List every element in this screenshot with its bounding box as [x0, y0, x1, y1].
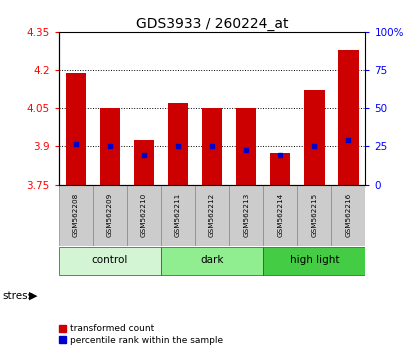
- Bar: [263, 184, 297, 246]
- Text: dark: dark: [200, 255, 224, 265]
- Bar: [168, 103, 188, 184]
- Text: GSM562209: GSM562209: [107, 193, 113, 237]
- Text: GSM562215: GSM562215: [311, 193, 317, 237]
- Bar: [161, 184, 195, 246]
- Bar: [127, 184, 161, 246]
- Bar: [66, 73, 86, 184]
- Bar: [134, 140, 154, 184]
- Text: stress: stress: [2, 291, 33, 301]
- Bar: [202, 108, 222, 184]
- Text: ▶: ▶: [29, 291, 37, 301]
- Text: GSM562208: GSM562208: [73, 193, 79, 237]
- Text: control: control: [92, 255, 128, 265]
- Bar: [297, 184, 331, 246]
- Bar: [93, 184, 127, 246]
- Bar: [236, 108, 256, 184]
- Text: GSM562211: GSM562211: [175, 193, 181, 237]
- Title: GDS3933 / 260224_at: GDS3933 / 260224_at: [136, 17, 289, 31]
- Legend: transformed count, percentile rank within the sample: transformed count, percentile rank withi…: [59, 324, 223, 345]
- Text: high light: high light: [289, 255, 339, 265]
- Bar: [229, 184, 263, 246]
- Text: GSM562216: GSM562216: [345, 193, 352, 237]
- Bar: [100, 108, 120, 184]
- Bar: [331, 184, 365, 246]
- Text: GSM562213: GSM562213: [243, 193, 249, 237]
- Bar: [195, 184, 229, 246]
- Bar: [304, 90, 325, 184]
- Bar: [263, 247, 365, 275]
- Text: GSM562212: GSM562212: [209, 193, 215, 237]
- Bar: [338, 50, 359, 184]
- Bar: [59, 184, 93, 246]
- Text: GSM562210: GSM562210: [141, 193, 147, 237]
- Bar: [59, 247, 161, 275]
- Bar: [270, 153, 291, 184]
- Bar: [161, 247, 263, 275]
- Text: GSM562214: GSM562214: [277, 193, 283, 237]
